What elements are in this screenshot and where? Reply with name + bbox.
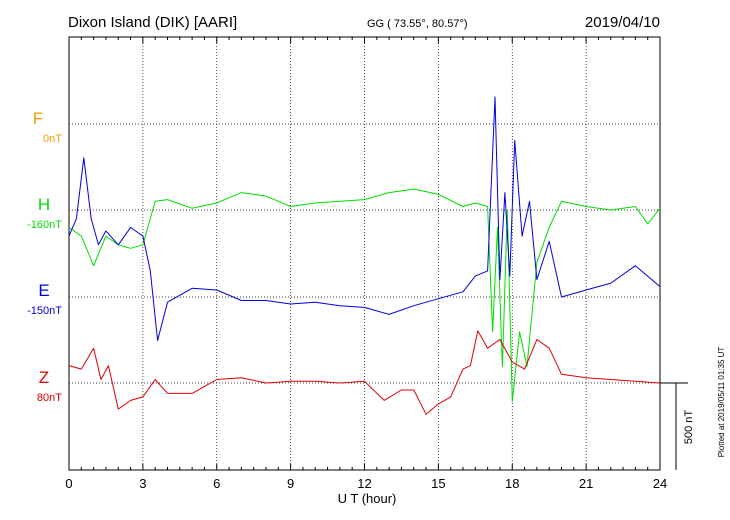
x-tick-label: 12 (357, 476, 371, 491)
component-label-e: E (38, 281, 49, 300)
geographic-coordinates: GG ( 73.55°, 80.57°) (367, 18, 468, 30)
x-tick-labels: 0 3 6 9 12 15 18 21 24 (65, 476, 667, 491)
x-tick-label: 9 (287, 476, 294, 491)
baseline-label-e: -150nT (27, 305, 62, 317)
trace-e (68, 96, 661, 341)
x-tick-label: 21 (579, 476, 593, 491)
component-label-h: H (38, 195, 50, 214)
baseline-label-z: 80nT (37, 392, 62, 404)
grid-lines (69, 37, 660, 470)
x-tick-label: 24 (653, 476, 667, 491)
x-axis-label: U T (hour) (338, 491, 397, 506)
x-tick-label: 6 (213, 476, 220, 491)
component-label-f: F (33, 109, 43, 128)
series-traces (68, 96, 661, 415)
x-tick-label: 18 (505, 476, 519, 491)
axis-ticks (68, 37, 661, 470)
component-label-z: Z (39, 368, 49, 387)
trace-h (68, 188, 661, 402)
x-tick-label: 3 (139, 476, 146, 491)
station-title: Dixon Island (DIK) [AARI] (68, 14, 237, 31)
scale-bar-label: 500 nT (683, 410, 695, 445)
x-tick-label: 0 (65, 476, 72, 491)
baseline-label-f: 0nT (43, 133, 62, 145)
observation-date: 2019/04/10 (585, 14, 660, 31)
trace-z (68, 330, 661, 415)
baseline-label-h: -160nT (27, 219, 62, 231)
plotted-at-note: Plotted at 2019/05/11 01:35 UT (717, 347, 726, 458)
x-tick-label: 15 (431, 476, 445, 491)
